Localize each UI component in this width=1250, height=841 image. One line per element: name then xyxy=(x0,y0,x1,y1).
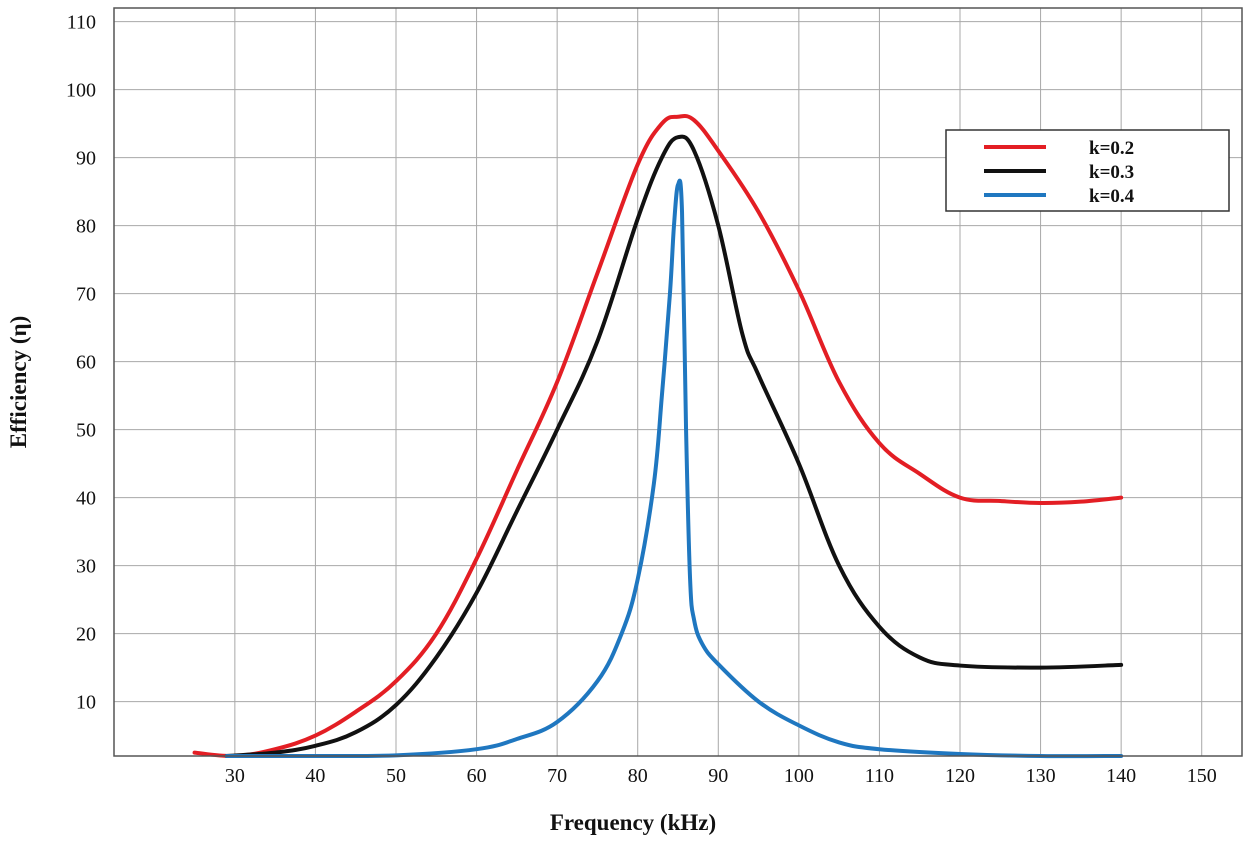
x-tick-label: 80 xyxy=(628,765,648,787)
series-line-3 xyxy=(224,178,1124,759)
x-tick-label: 150 xyxy=(1187,765,1217,787)
legend-label: k=0.4 xyxy=(1089,186,1135,207)
y-tick-label: 100 xyxy=(66,80,96,102)
series-line-2 xyxy=(224,134,1124,758)
y-tick-labels: 10 20 30 40 50 60 70 80 90 100 110 xyxy=(66,12,96,714)
x-tick-label: 70 xyxy=(547,765,567,787)
y-tick-label: 10 xyxy=(76,692,96,714)
legend-label: k=0.3 xyxy=(1089,162,1134,183)
series-line-1 xyxy=(192,113,1124,759)
x-tick-label: 40 xyxy=(305,765,325,787)
y-tick-label: 30 xyxy=(76,556,96,578)
legend: k=0.2 k=0.3 k=0.4 xyxy=(945,129,1230,212)
series-lines xyxy=(192,113,1124,759)
x-tick-label: 60 xyxy=(467,765,487,787)
y-tick-label: 80 xyxy=(76,216,96,238)
x-tick-label: 130 xyxy=(1026,765,1056,787)
y-tick-label: 50 xyxy=(76,420,96,442)
y-tick-label: 40 xyxy=(76,488,96,510)
x-tick-labels: 30 40 50 60 70 80 90 100 110 120 130 140 150 xyxy=(225,765,1217,787)
x-axis-title: Frequency (kHz) xyxy=(550,810,716,835)
x-tick-label: 30 xyxy=(225,765,245,787)
legend-label: k=0.2 xyxy=(1089,138,1134,159)
x-tick-label: 90 xyxy=(708,765,728,787)
x-tick-label: 140 xyxy=(1106,765,1136,787)
y-tick-label: 70 xyxy=(76,284,96,306)
y-axis-title: Efficiency (η) xyxy=(6,316,31,449)
plot-frame xyxy=(113,7,1243,757)
y-tick-label: 110 xyxy=(67,12,96,34)
y-tick-label: 20 xyxy=(76,624,96,646)
x-tick-label: 100 xyxy=(784,765,814,787)
x-tick-label: 50 xyxy=(386,765,406,787)
y-tick-label: 60 xyxy=(76,352,96,374)
x-tick-label: 120 xyxy=(945,765,975,787)
y-tick-label: 90 xyxy=(76,148,96,170)
x-tick-label: 110 xyxy=(865,765,894,787)
